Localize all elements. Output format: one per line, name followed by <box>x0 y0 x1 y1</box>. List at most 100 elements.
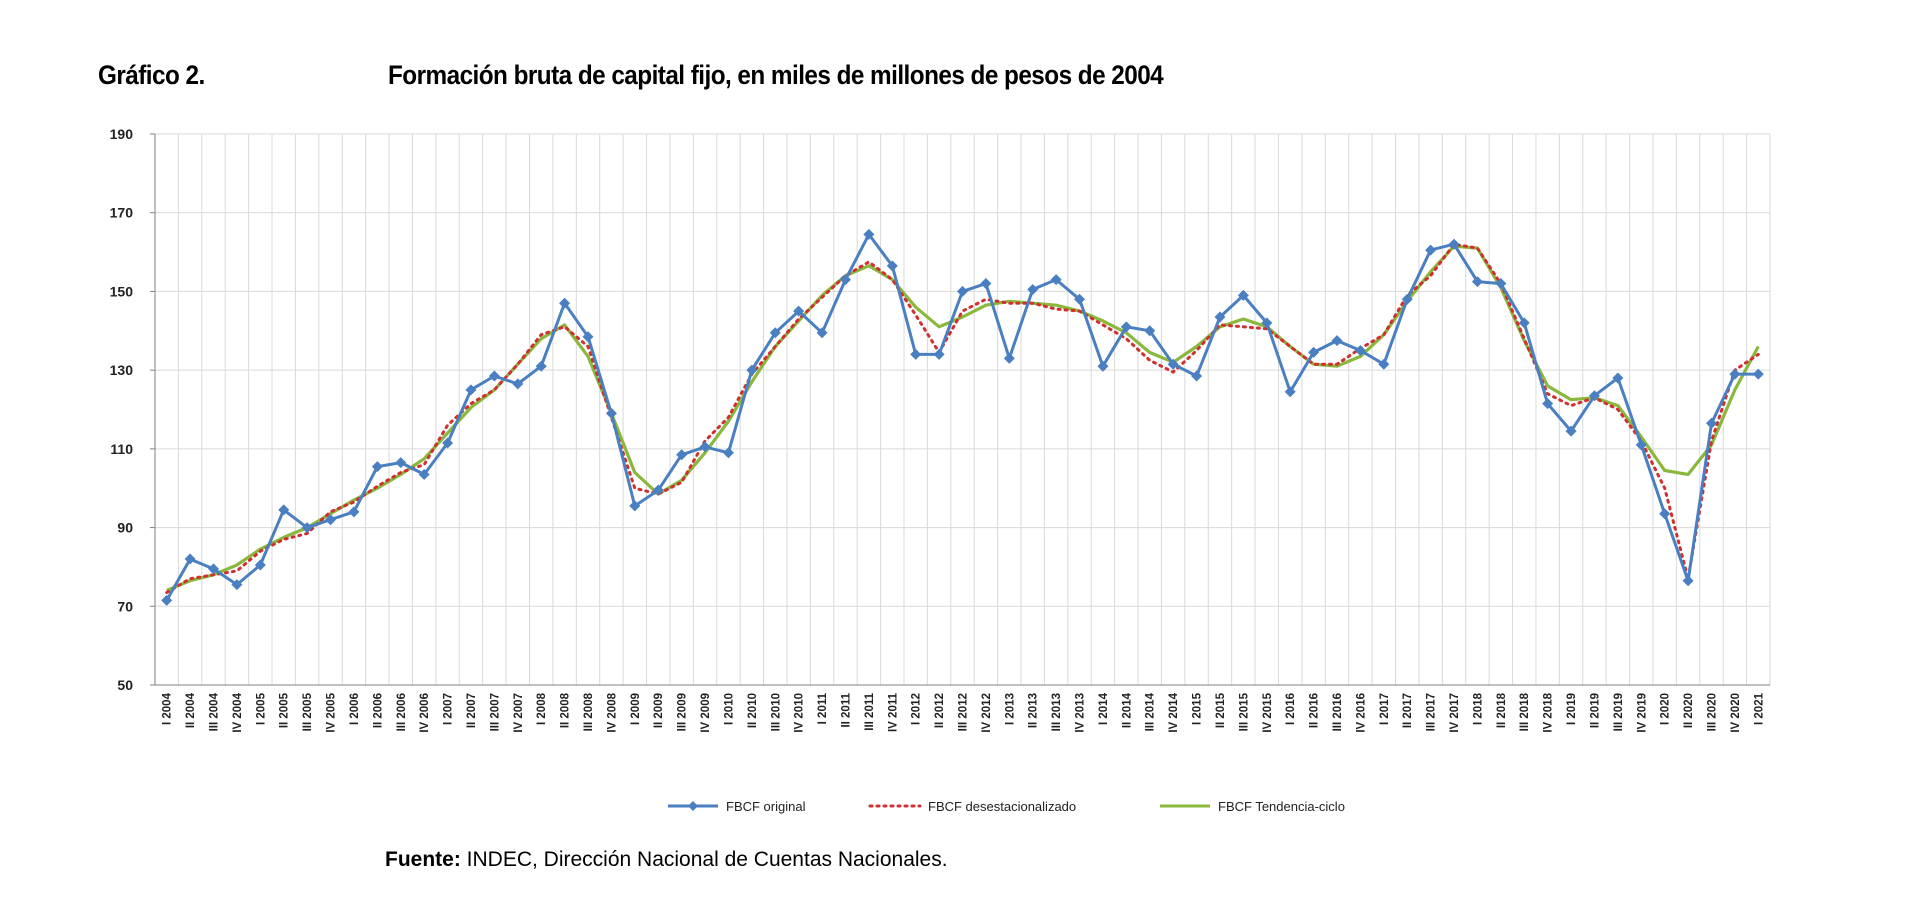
data-point <box>535 360 547 372</box>
data-point <box>980 278 992 290</box>
data-point <box>208 563 220 575</box>
data-point <box>161 594 173 606</box>
x-tick-label: III 2019 <box>1613 693 1625 731</box>
data-point <box>1378 358 1390 370</box>
x-tick-label: III 2008 <box>583 692 595 731</box>
axes <box>150 133 1770 686</box>
legend-item: FBCF desestacionalizado <box>868 799 1076 814</box>
x-tick-label: II 2016 <box>1309 693 1321 728</box>
x-tick-label: II 2018 <box>1496 692 1508 728</box>
data-point <box>512 378 524 390</box>
data-point <box>1612 372 1624 384</box>
x-tick-label: II 2019 <box>1589 693 1601 728</box>
data-point <box>1588 390 1600 402</box>
x-tick-label: III 2015 <box>1238 692 1250 731</box>
data-point <box>676 449 688 461</box>
x-tick-label: II 2020 <box>1683 693 1695 728</box>
data-point <box>1003 352 1015 364</box>
x-tick-label: II 2009 <box>653 693 665 728</box>
y-axis-ticks: 50 70 90 110 130 150 170 190 <box>110 126 134 693</box>
data-point <box>582 331 594 343</box>
x-tick-label: IV 2019 <box>1636 693 1648 733</box>
data-point <box>1471 276 1483 288</box>
data-point <box>559 297 571 309</box>
x-tick-label: I 2013 <box>1004 693 1016 725</box>
legend-marker <box>688 801 698 811</box>
data-point <box>1027 283 1039 295</box>
x-tick-label: I 2004 <box>162 692 174 725</box>
y-tick-label: 130 <box>110 362 134 378</box>
legend-label: FBCF original <box>726 799 806 814</box>
x-tick-label: III 2018 <box>1519 692 1531 731</box>
data-point <box>1705 417 1717 429</box>
x-tick-label: II 2004 <box>185 692 197 728</box>
data-point <box>1425 244 1437 256</box>
x-tick-label: III 2007 <box>489 693 501 731</box>
data-point <box>325 514 337 526</box>
data-point <box>1331 335 1343 347</box>
data-point <box>1120 321 1132 333</box>
x-tick-label: II 2014 <box>1121 692 1133 728</box>
legend-label: FBCF desestacionalizado <box>928 799 1076 814</box>
x-tick-label: IV 2017 <box>1449 693 1461 733</box>
x-tick-label: I 2012 <box>911 693 923 725</box>
data-point <box>886 260 898 272</box>
x-tick-label: III 2014 <box>1145 692 1157 731</box>
x-tick-label: I 2017 <box>1379 693 1391 725</box>
source-label: Fuente: <box>385 848 461 871</box>
x-tick-label: II 2005 <box>279 692 291 728</box>
y-tick-label: 150 <box>110 283 134 299</box>
data-point <box>1167 358 1179 370</box>
x-tick-label: III 2005 <box>302 692 314 731</box>
x-tick-label: I 2015 <box>1192 692 1204 725</box>
data-point <box>348 506 360 518</box>
legend: FBCF original FBCF desestacionalizado FBCF… <box>668 799 1345 814</box>
x-tick-label: I 2005 <box>255 692 267 725</box>
x-tick-label: II 2017 <box>1402 693 1414 728</box>
data-point <box>278 504 290 516</box>
y-tick-label: 170 <box>110 205 134 221</box>
data-point <box>1144 325 1156 337</box>
data-point <box>746 364 758 376</box>
x-tick-label: I 2020 <box>1660 693 1672 725</box>
x-tick-label: III 2016 <box>1332 693 1344 731</box>
x-tick-label: I 2014 <box>1098 692 1110 725</box>
x-tick-label: I 2007 <box>443 693 455 725</box>
data-point <box>1237 289 1249 301</box>
x-tick-label: IV 2004 <box>232 692 244 732</box>
x-tick-label: IV 2020 <box>1730 693 1742 733</box>
x-tick-label: III 2009 <box>677 693 689 731</box>
x-tick-label: I 2009 <box>630 693 642 725</box>
x-tick-label: II 2012 <box>934 693 946 728</box>
x-tick-label: II 2015 <box>1215 692 1227 728</box>
data-point <box>1542 398 1554 410</box>
x-tick-label: IV 2016 <box>1355 693 1367 733</box>
legend-item: FBCF original <box>668 799 806 814</box>
data-point <box>652 484 664 496</box>
x-tick-label: IV 2007 <box>513 693 525 733</box>
x-tick-label: IV 2009 <box>700 693 712 733</box>
figure-number: Gráfico 2. <box>98 60 205 90</box>
x-axis-ticks: I 2004 II 2004 III 2004 IV 2004 I 2005 II 200… <box>162 692 1766 732</box>
x-tick-label: IV 2011 <box>887 692 899 732</box>
data-point <box>933 348 945 360</box>
data-point <box>1518 317 1530 329</box>
data-point <box>722 447 734 459</box>
data-point <box>629 500 641 512</box>
data-point <box>699 441 711 453</box>
x-tick-label: III 2010 <box>770 693 782 731</box>
x-tick-label: IV 2010 <box>794 693 806 733</box>
x-tick-label: I 2021 <box>1753 692 1765 725</box>
x-tick-label: I 2018 <box>1472 692 1484 725</box>
x-tick-label: II 2006 <box>372 693 384 728</box>
data-point <box>418 468 430 480</box>
data-point <box>442 437 454 449</box>
data-point <box>1097 360 1109 372</box>
y-tick-label: 190 <box>110 126 134 142</box>
data-point <box>839 274 851 286</box>
x-tick-label: III 2020 <box>1706 693 1718 731</box>
x-tick-label: III 2017 <box>1426 693 1438 731</box>
x-tick-label: I 2010 <box>723 693 735 725</box>
series-line-desestacionalizado <box>165 242 1760 594</box>
data-point <box>1074 293 1086 305</box>
